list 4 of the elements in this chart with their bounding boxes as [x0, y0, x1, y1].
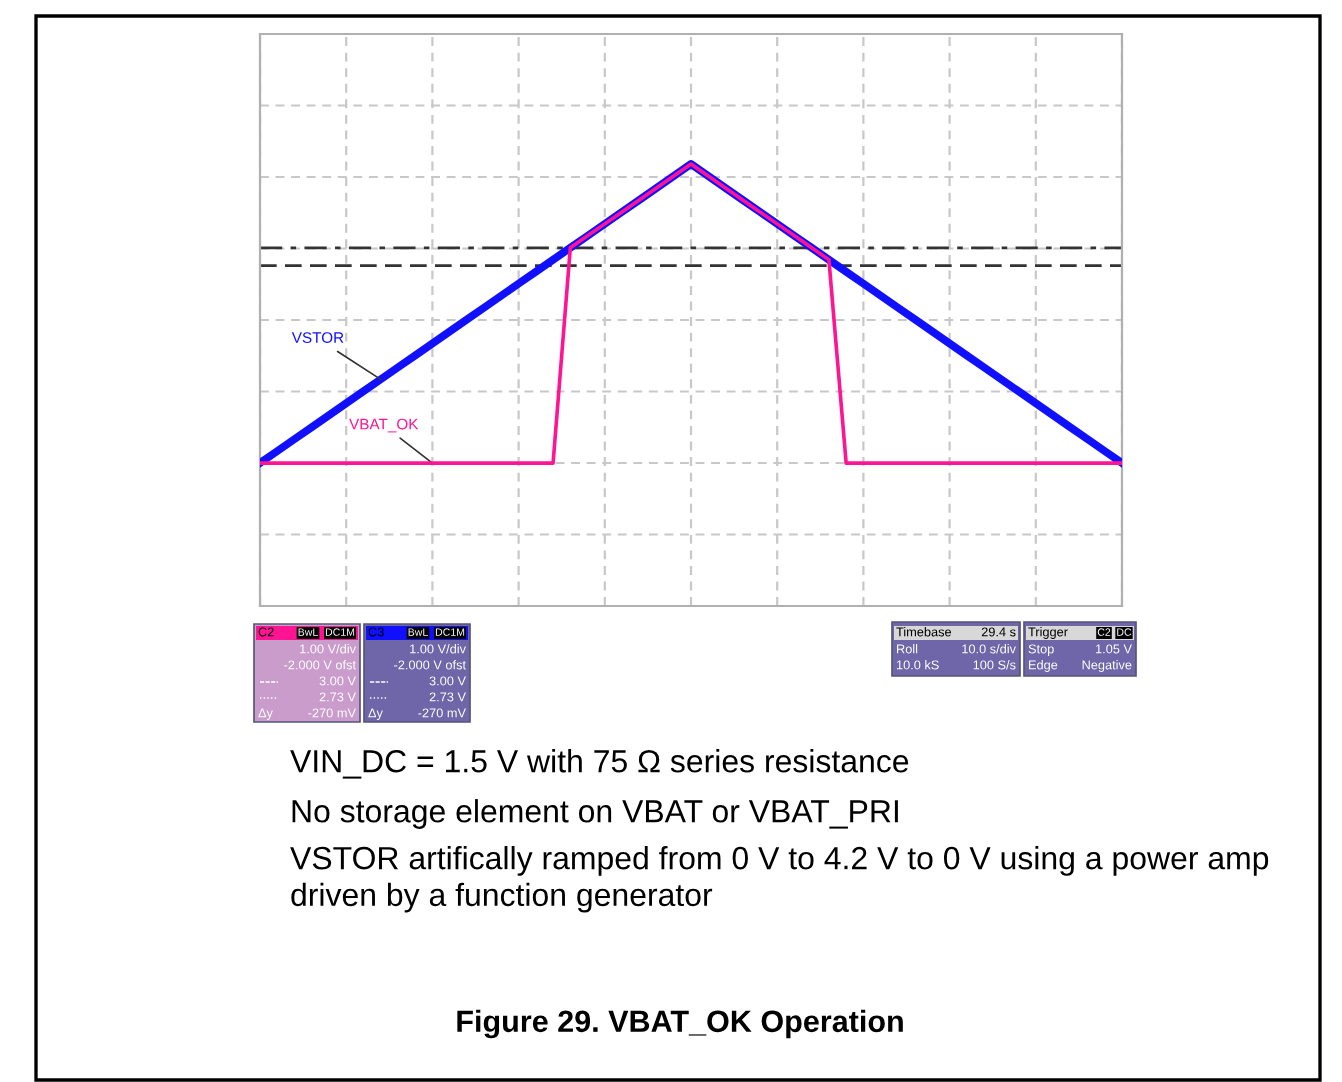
text: Figure 29. VBAT_OK Operation [457, 1009, 903, 1039]
text: VSTOR artifically ramped from 0 V to 4.2 V to 0 V using a power amp driven by a function generator [290, 846, 1269, 913]
text: VIN_DC = 1.5 V with 75 Ω series resistance [290, 749, 909, 779]
text: No storage element on VBAT or VBAT_PRI [292, 799, 898, 829]
